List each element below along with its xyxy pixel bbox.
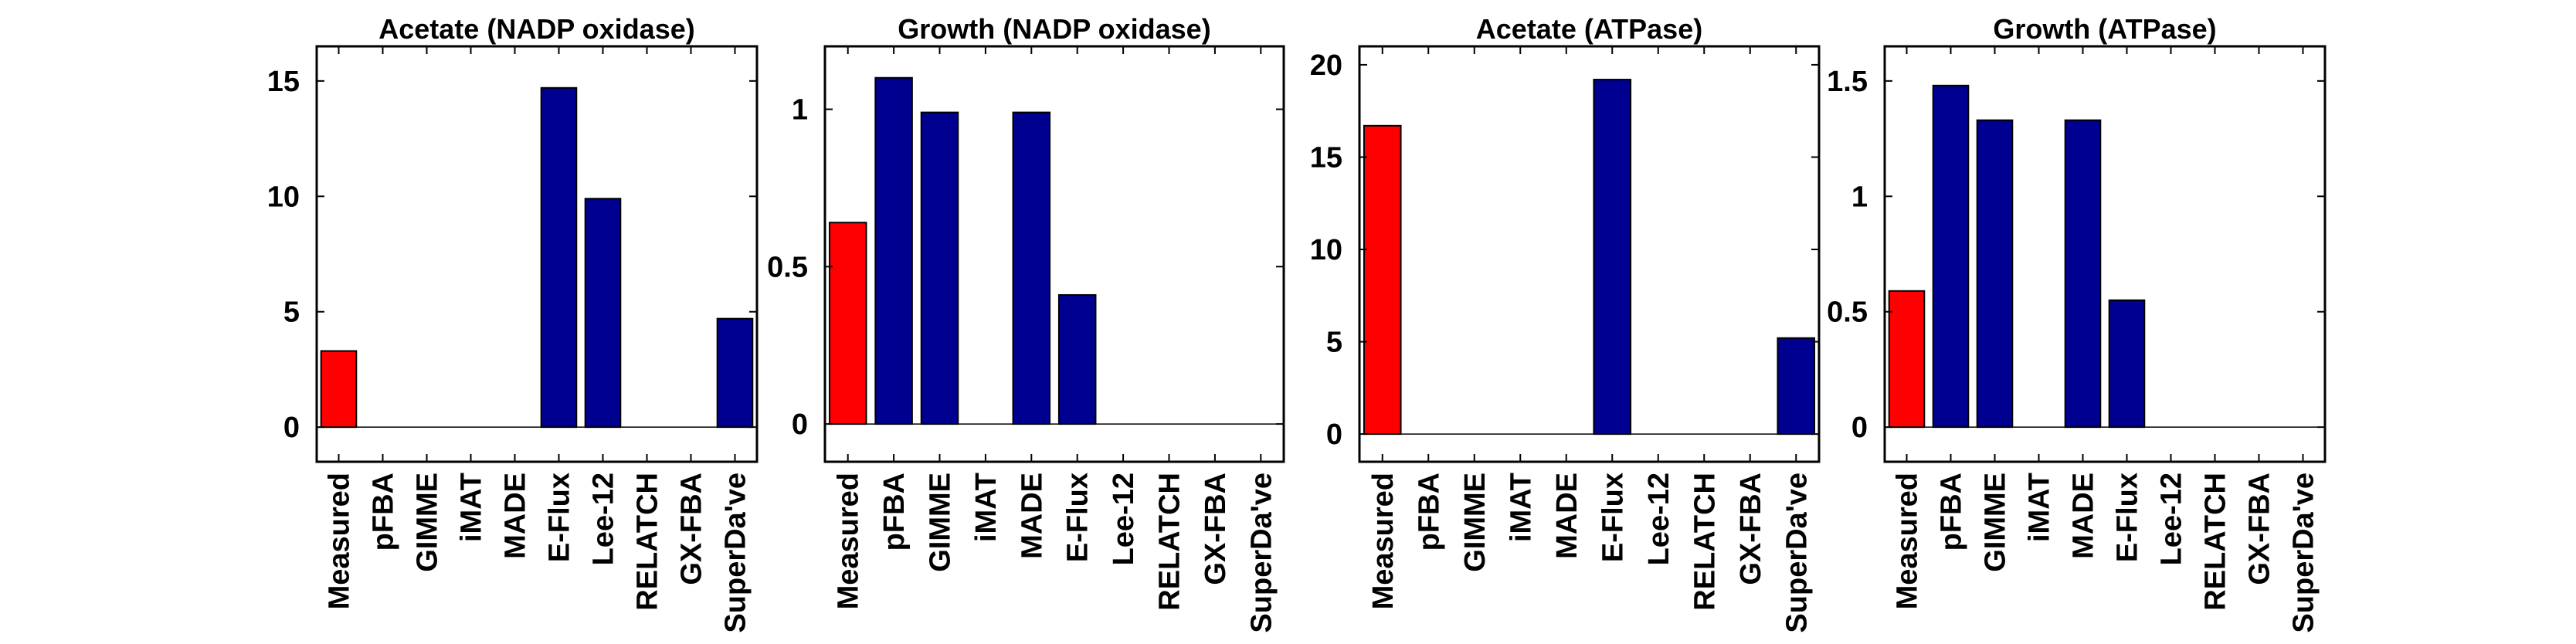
x-category-label: Lee-12 xyxy=(588,473,620,565)
axes-box xyxy=(1358,45,1821,463)
x-category-label: GX-FBA xyxy=(1735,473,1767,585)
y-tick-label: 0 xyxy=(283,412,300,444)
bar-made xyxy=(1012,111,1051,425)
bar-superda-ve xyxy=(716,317,754,429)
y-tick-label: 0 xyxy=(1326,419,1342,451)
bar-e-flux xyxy=(540,86,578,429)
bar-gimme xyxy=(920,111,959,425)
x-category-label: pFBA xyxy=(1413,473,1445,551)
bar-pfba xyxy=(874,76,913,425)
y-tick-label: 15 xyxy=(267,66,300,98)
x-category-label: MADE xyxy=(2068,473,2100,559)
y-tick-label: 0.5 xyxy=(1827,297,1868,329)
x-category-label: GIMME xyxy=(412,473,444,572)
x-category-label: E-Flux xyxy=(2112,473,2144,562)
x-category-label: GX-FBA xyxy=(2244,473,2276,585)
x-category-label: E-Flux xyxy=(1597,473,1629,562)
y-tick-label: 20 xyxy=(1310,49,1342,82)
x-category-label: E-Flux xyxy=(544,473,576,562)
x-category-label: MADE xyxy=(1551,473,1583,559)
chart-panel-2: Growth (NADP oxidase) 0 0.5 1 Measured pFBA GI… xyxy=(767,13,1285,633)
x-category-label: Measured xyxy=(1367,473,1400,609)
x-category-label: pFBA xyxy=(1936,473,1968,551)
bar-measured xyxy=(828,222,867,425)
x-category-label: GIMME xyxy=(925,473,957,572)
x-category-label: Measured xyxy=(1892,473,1924,609)
bar-e-flux xyxy=(1057,293,1097,425)
x-category-label: iMAT xyxy=(2024,473,2056,542)
y-tick-label: 1.5 xyxy=(1827,66,1868,98)
bar-e-flux xyxy=(1593,79,1632,436)
x-category-label: pFBA xyxy=(878,473,911,551)
x-category-label: SuperDa've xyxy=(720,473,752,633)
x-category-label: GX-FBA xyxy=(676,473,708,585)
x-category-label: Measured xyxy=(833,473,865,609)
x-category-label: GIMME xyxy=(1980,473,2012,572)
chart-title: Acetate (ATPase) xyxy=(1476,13,1702,45)
x-category-label: MADE xyxy=(1016,473,1048,559)
bar-measured xyxy=(1363,124,1402,436)
x-category-label: iMAT xyxy=(970,473,1003,542)
bar-gimme xyxy=(1976,119,2014,429)
bar-measured xyxy=(1888,290,1926,429)
x-category-label: RELATCH xyxy=(1688,473,1721,611)
chart-title: Acetate (NADP oxidase) xyxy=(378,13,694,45)
y-tick-label: 1 xyxy=(792,94,808,127)
y-tick-label: 5 xyxy=(283,297,300,329)
bar-pfba xyxy=(1932,84,1970,429)
axes-box xyxy=(823,45,1285,463)
x-category-label: SuperDa've xyxy=(2288,473,2320,633)
y-tick-label: 10 xyxy=(267,181,300,213)
y-tick-label: 10 xyxy=(1310,234,1342,266)
x-category-label: Measured xyxy=(324,473,356,609)
x-category-label: Lee-12 xyxy=(1643,473,1675,565)
y-tick-label: 1 xyxy=(1851,181,1868,213)
x-category-label: Lee-12 xyxy=(2156,473,2188,565)
x-category-label: GIMME xyxy=(1459,473,1492,572)
chart-title: Growth (ATPase) xyxy=(1993,13,2216,45)
axes-box xyxy=(315,45,759,463)
x-category-label: RELATCH xyxy=(2200,473,2232,611)
bar-superda-ve xyxy=(1777,337,1816,436)
x-category-label: RELATCH xyxy=(1154,473,1186,611)
x-category-label: iMAT xyxy=(456,473,488,542)
x-category-label: RELATCH xyxy=(632,473,664,611)
y-tick-label: 0 xyxy=(792,408,808,441)
x-category-label: iMAT xyxy=(1505,473,1537,542)
x-category-label: Lee-12 xyxy=(1108,473,1140,565)
y-tick-label: 15 xyxy=(1310,141,1342,174)
bar-e-flux xyxy=(2108,299,2146,429)
x-category-label: GX-FBA xyxy=(1200,473,1232,585)
x-category-label: MADE xyxy=(500,473,532,559)
chart-panel-1: Acetate (NADP oxidase) 0 5 10 15 Measured pFBA… xyxy=(267,13,759,633)
x-category-label: pFBA xyxy=(368,473,400,551)
chart-panel-4: Growth (ATPase) 0 0.5 1 1.5 Measured pFBA GIMME… xyxy=(1827,13,2327,633)
y-tick-label: 5 xyxy=(1326,327,1342,359)
y-tick-label: 0.5 xyxy=(767,251,808,283)
bar-lee-12 xyxy=(584,198,622,429)
chart-panel-3: Acetate (ATPase) 0 5 10 15 20 Measured pFBA GIMM… xyxy=(1310,13,1821,633)
axes-box xyxy=(1883,45,2327,463)
chart-title: Growth (NADP oxidase) xyxy=(898,13,1210,45)
y-tick-label: 0 xyxy=(1851,412,1868,444)
bar-measured xyxy=(320,350,358,429)
bar-made xyxy=(2064,119,2102,429)
x-category-label: SuperDa've xyxy=(1780,473,1813,633)
x-category-label: E-Flux xyxy=(1062,473,1095,562)
x-category-label: SuperDa've xyxy=(1245,473,1278,633)
